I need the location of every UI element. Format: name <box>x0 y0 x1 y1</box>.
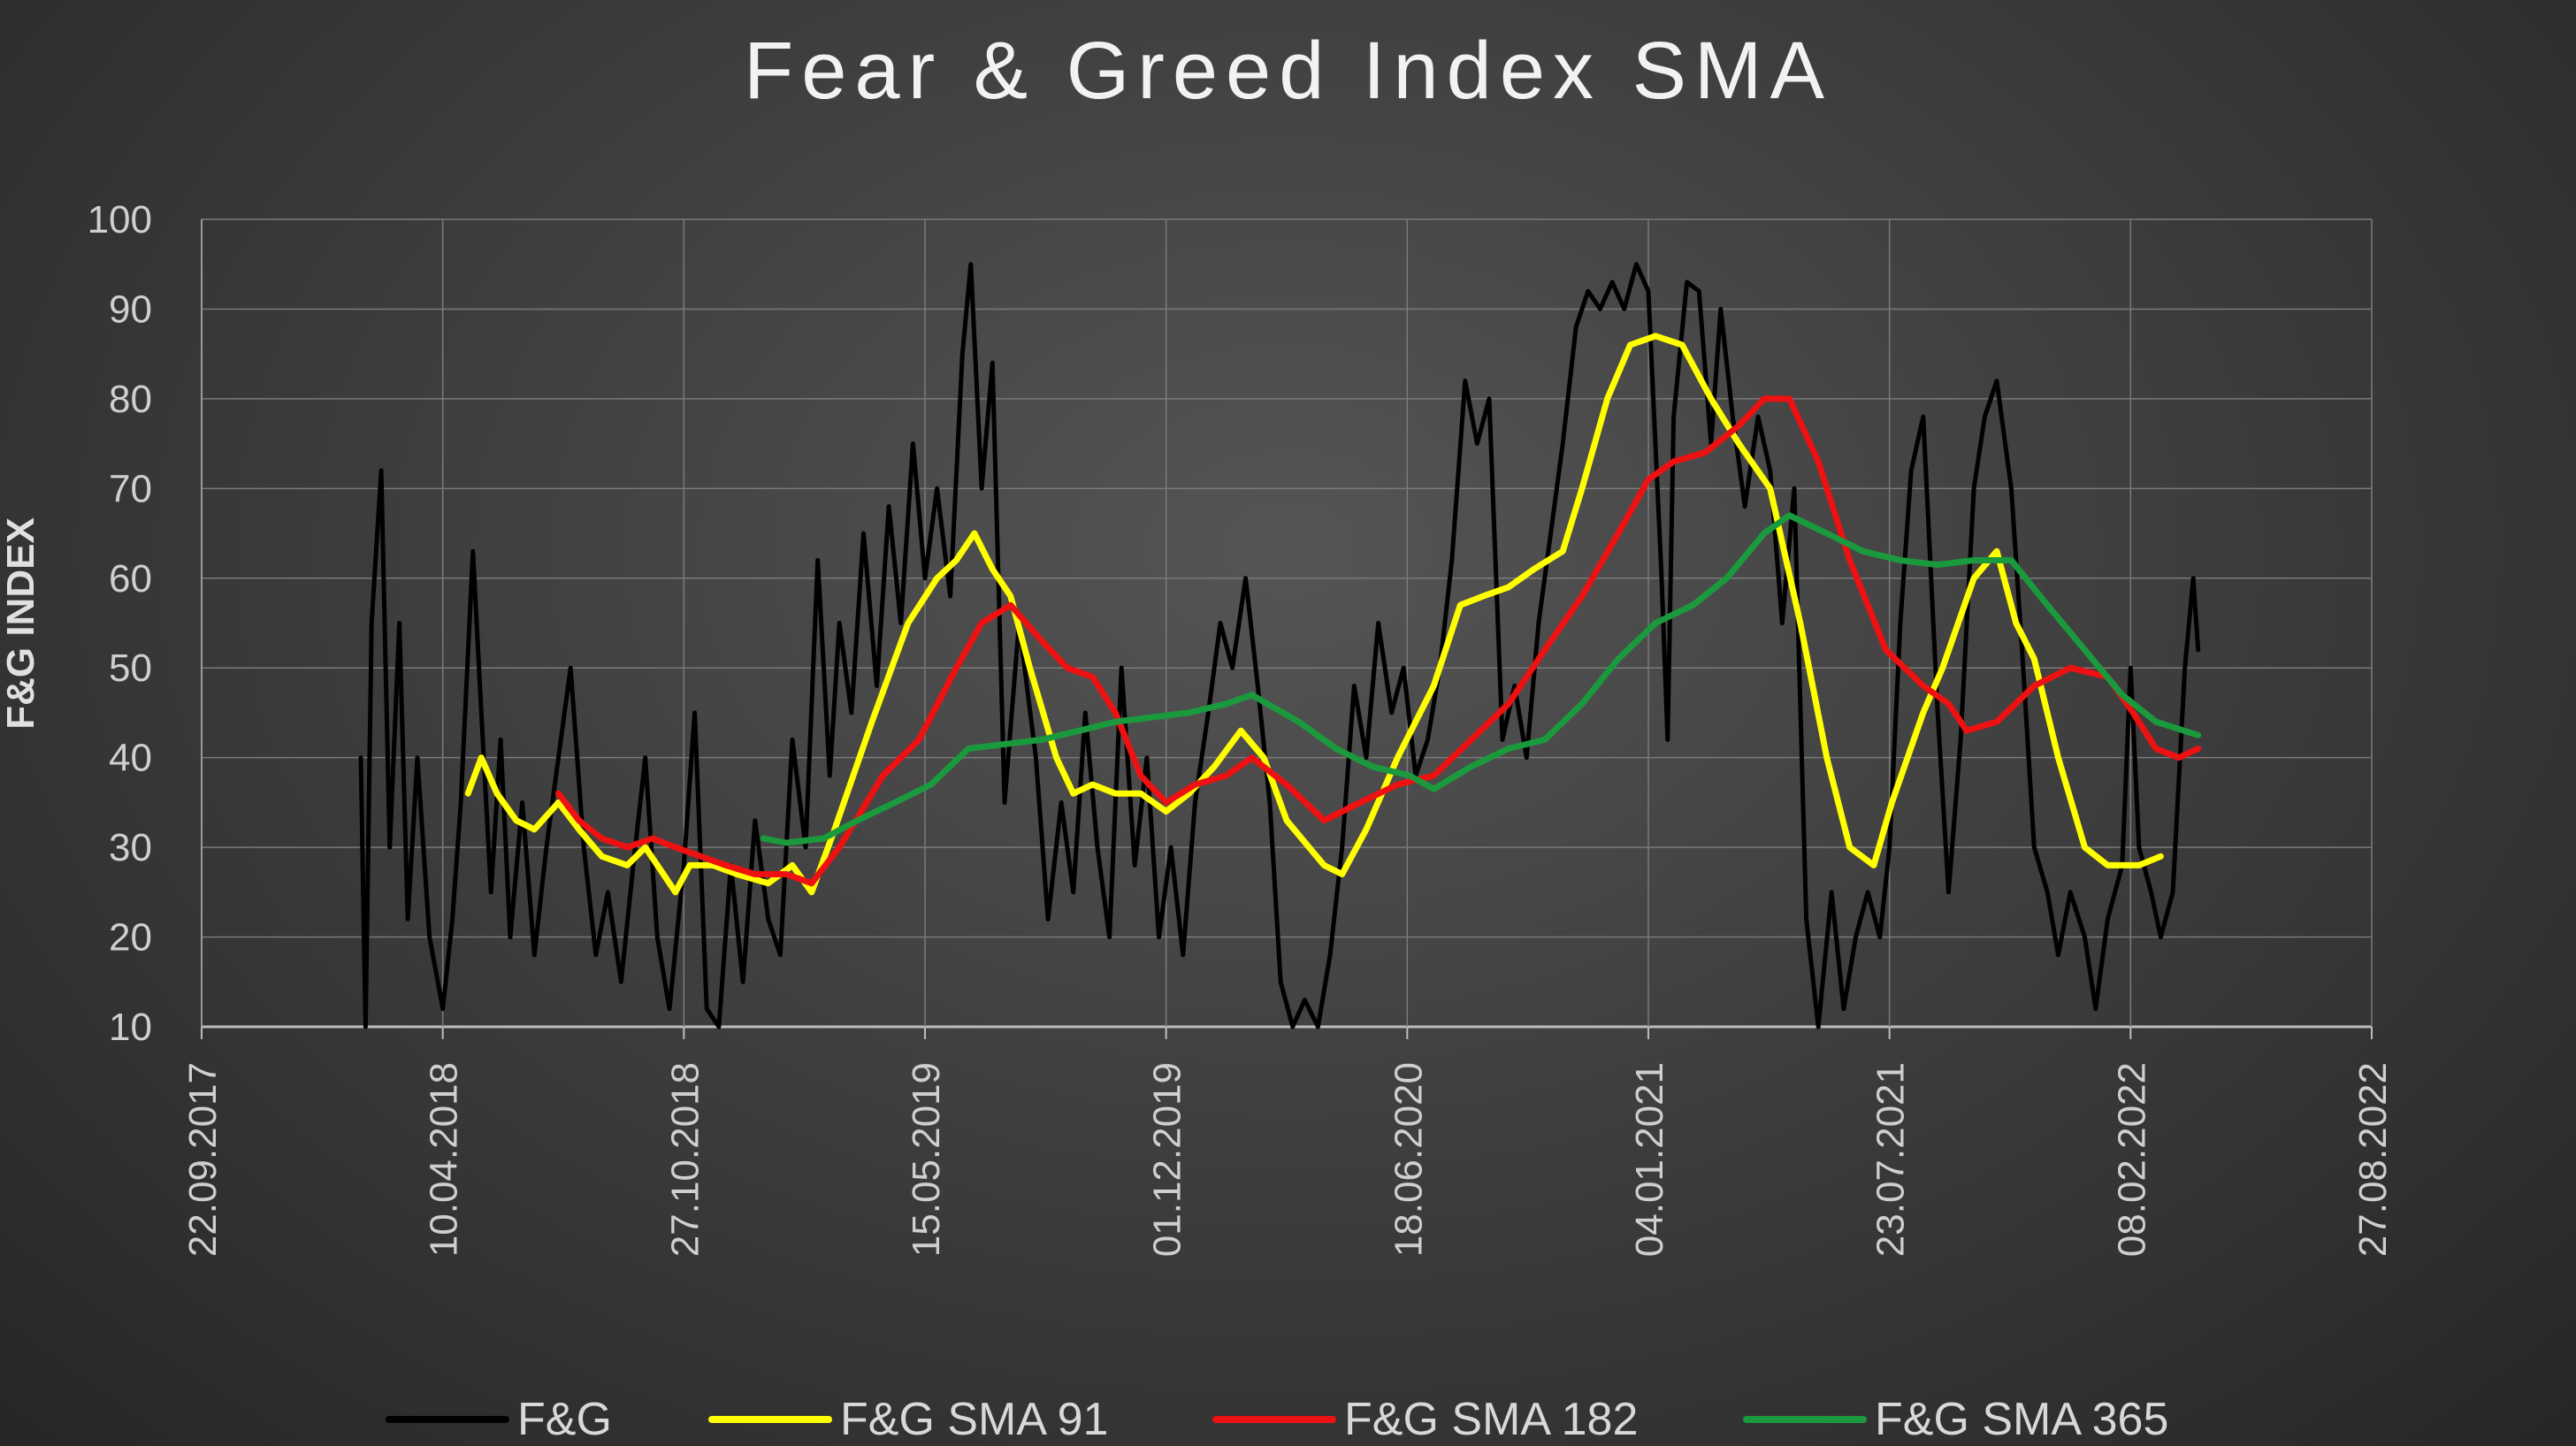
x-tick-label: 10.04.2018 <box>423 1062 466 1257</box>
legend-label: F&G SMA 91 <box>840 1394 1108 1445</box>
y-tick-label: 50 <box>109 646 152 690</box>
x-tick-label: 18.06.2020 <box>1387 1062 1430 1257</box>
y-tick-label: 80 <box>109 378 152 421</box>
x-tick-label: 27.08.2022 <box>2351 1062 2395 1257</box>
y-tick-label: 60 <box>109 557 152 601</box>
y-tick-label: 30 <box>109 826 152 869</box>
legend-label: F&G <box>517 1394 612 1445</box>
grid <box>201 218 2373 1039</box>
x-tick-label: 04.01.2021 <box>1628 1062 1671 1257</box>
legend: F&G F&G SMA 91 F&G SMA 182 F&G SMA 365 <box>386 1394 2168 1445</box>
x-tick-label: 01.12.2019 <box>1146 1062 1189 1257</box>
x-tick-label: 22.09.2017 <box>181 1062 225 1257</box>
y-axis-ticks: 10 20 30 40 50 60 70 80 90 100 <box>88 198 152 1049</box>
chart-title: Fear & Greed Index SMA <box>744 26 1832 116</box>
series-line-f-g <box>358 262 2201 1029</box>
y-tick-label: 20 <box>109 916 152 960</box>
legend-label: F&G SMA 365 <box>1875 1394 2168 1445</box>
y-tick-label: 90 <box>109 287 152 331</box>
series-line-f-g-sma-91 <box>464 333 2164 896</box>
y-tick-label: 10 <box>109 1006 152 1049</box>
y-tick-label: 100 <box>88 198 152 241</box>
y-axis-label: F&G INDEX <box>0 517 42 730</box>
legend-label: F&G SMA 182 <box>1344 1394 1638 1445</box>
y-tick-label: 40 <box>109 737 152 780</box>
series-line-f-g-sma-182 <box>555 395 2202 887</box>
x-tick-label: 15.05.2019 <box>905 1062 948 1257</box>
y-tick-label: 70 <box>109 467 152 510</box>
x-tick-label: 27.10.2018 <box>663 1062 707 1257</box>
x-axis-ticks: 22.09.2017 10.04.2018 27.10.2018 15.05.2019… <box>181 1062 2395 1257</box>
series-group <box>358 262 2202 1029</box>
x-tick-label: 23.07.2021 <box>1869 1062 1913 1257</box>
series-line-f-g-sma-365 <box>760 512 2202 846</box>
x-tick-label: 08.02.2022 <box>2110 1062 2153 1257</box>
